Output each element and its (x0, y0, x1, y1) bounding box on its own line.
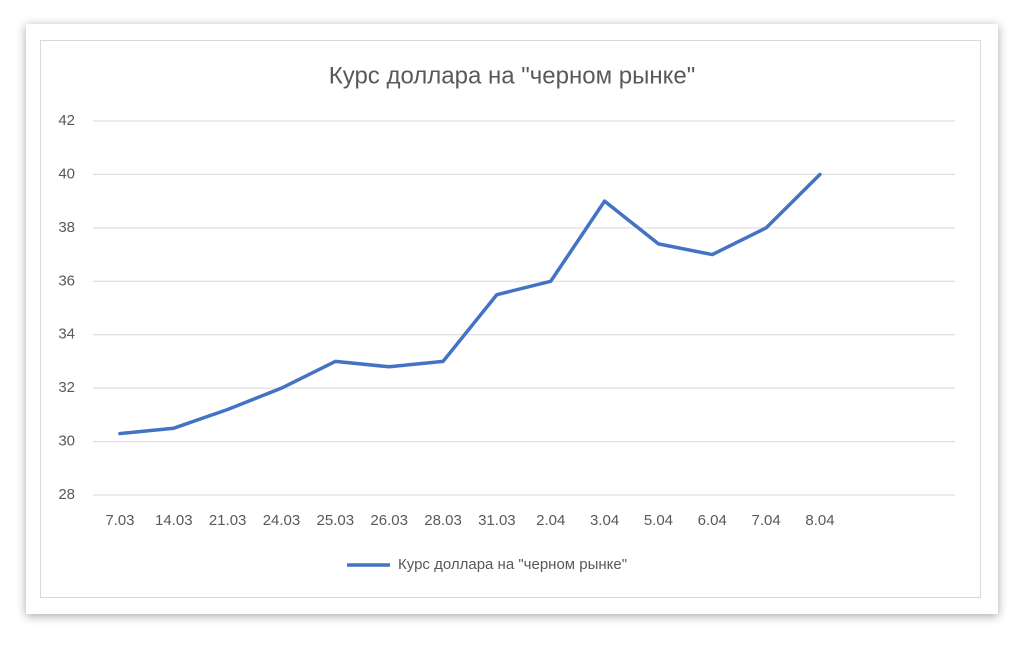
y-tick-label: 34 (58, 326, 75, 343)
x-tick-label: 28.03 (424, 512, 462, 529)
x-tick-label: 14.03 (155, 512, 193, 529)
y-tick-label: 36 (58, 272, 75, 289)
y-tick-label: 38 (58, 219, 75, 236)
x-tick-label: 26.03 (370, 512, 408, 529)
y-tick-label: 42 (58, 112, 75, 129)
x-tick-label: 5.04 (644, 512, 673, 529)
legend-label: Курс доллара на "черном рынке" (398, 556, 627, 573)
x-tick-label: 21.03 (209, 512, 247, 529)
y-tick-label: 30 (58, 433, 75, 450)
x-tick-label: 2.04 (536, 512, 565, 529)
x-tick-label: 3.04 (590, 512, 619, 529)
y-tick-label: 28 (58, 486, 75, 503)
plot: 28 30 32 34 36 38 40 42 7.03 14.03 21.03 24.03 25.03… (58, 112, 955, 573)
x-tick-label: 7.03 (105, 512, 134, 529)
x-tick-label: 31.03 (478, 512, 516, 529)
y-tick-label: 32 (58, 379, 75, 396)
x-tick-label: 8.04 (805, 512, 834, 529)
y-tick-label: 40 (58, 165, 75, 182)
data-line (118, 172, 822, 436)
chart-title: Курс доллара на "черном рынке" (329, 62, 696, 89)
x-tick-label: 7.04 (752, 512, 781, 529)
x-tick-label: 24.03 (263, 512, 301, 529)
x-tick-label: 25.03 (317, 512, 355, 529)
x-tick-label: 6.04 (698, 512, 727, 529)
chart-area (40, 40, 981, 598)
